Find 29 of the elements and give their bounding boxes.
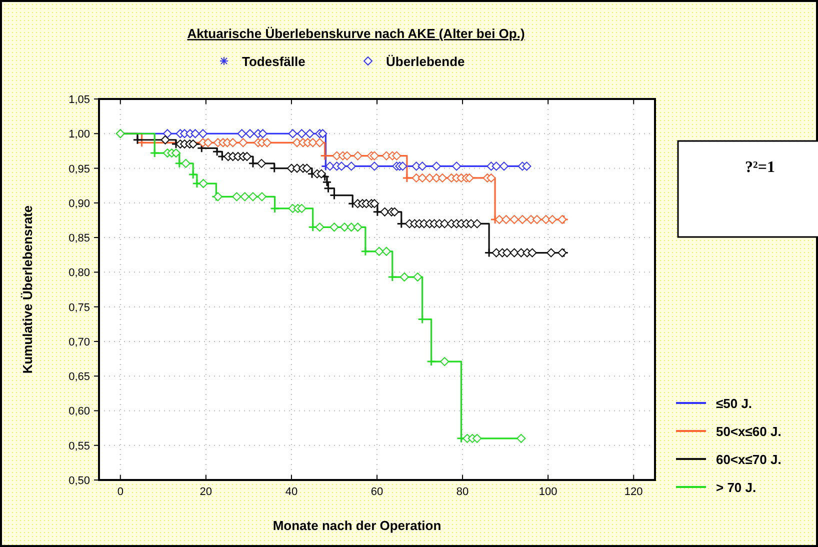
y-tick-label: 0,70: [68, 336, 90, 348]
x-tick-label: 20: [200, 486, 212, 498]
x-tick-label: 120: [624, 486, 643, 498]
y-tick-label: 0,55: [68, 440, 90, 452]
x-tick-label: 60: [370, 486, 384, 498]
legend-label: > 70 J.: [716, 480, 756, 495]
x-tick-label: 80: [456, 486, 469, 498]
y-tick-label: 0,80: [68, 267, 90, 280]
y-tick-label: 1,00: [68, 128, 90, 141]
y-tick-label: 0,85: [68, 232, 90, 245]
legend-label: ≤50 J.: [716, 396, 752, 411]
y-tick-label: 0,90: [68, 198, 90, 210]
text: Überlebende: [386, 54, 465, 69]
text: ?²=1: [745, 159, 775, 176]
x-tick-label: 100: [538, 486, 558, 498]
text: Todesfälle: [242, 54, 306, 69]
y-axis-title: Kumulative Überlebensrate: [20, 205, 35, 374]
legend-label: 60<x≤70 J.: [716, 452, 782, 467]
y-tick-label: 0,95: [68, 163, 90, 176]
y-tick-label: 0,50: [68, 475, 90, 487]
chart-title: Aktuarische Überlebenskurve nach AKE (Alter bei Op.): [187, 26, 525, 41]
x-axis-title: Monate nach der Operation: [272, 518, 442, 533]
legend-label: 50<x≤60 J.: [716, 424, 782, 439]
x-tick-label: 40: [285, 486, 298, 498]
y-tick-label: 0,60: [68, 406, 90, 418]
y-tick-label: 0,75: [68, 302, 90, 314]
y-tick-label: 1,05: [68, 94, 90, 106]
y-tick-label: 0,65: [68, 371, 90, 384]
x-tick-label: 0: [117, 486, 124, 498]
